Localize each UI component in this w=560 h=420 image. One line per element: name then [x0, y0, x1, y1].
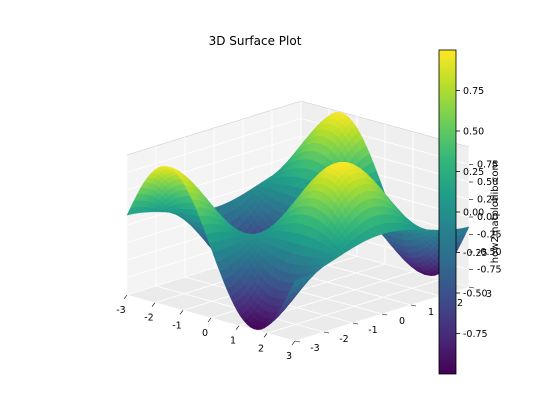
x-tick-label: -2 [144, 313, 153, 324]
x-tick-label: -1 [172, 320, 181, 331]
x-tick-mark [291, 340, 296, 346]
y-tick-label: 0 [399, 316, 405, 327]
z-tick-label: -0.50 [477, 247, 502, 258]
z-tick-label: 0.00 [477, 212, 498, 223]
colorbar-tick-label: 0.00 [463, 208, 484, 219]
x-tick-mark [179, 310, 184, 315]
z-tick-label: -0.25 [477, 230, 502, 241]
y-tick-label: 3 [486, 289, 492, 300]
y-tick-label: 1 [428, 307, 434, 318]
x-tick-mark [123, 294, 128, 300]
colorbar-tick-label: 0.75 [463, 86, 484, 97]
y-tick-label: -2 [339, 334, 348, 345]
y-tick-mark [294, 340, 301, 343]
axis-ticks: -3-2-10123-3-2-101230.750.500.250.00-0.2… [116, 160, 501, 363]
z-tick-label: 0.25 [477, 195, 498, 206]
x-tick-mark [207, 317, 212, 323]
colorbar-tick-label: 0.50 [463, 127, 484, 138]
x-tick-label: 0 [202, 328, 208, 339]
x-tick-mark [151, 302, 156, 307]
y-tick-mark [323, 331, 330, 334]
x-tick-mark [263, 333, 268, 338]
z-tick-label: -0.75 [477, 265, 502, 276]
colorbar-label: how2matplotlib.com [490, 161, 501, 263]
x-tick-label: -3 [116, 305, 125, 316]
x-tick-label: 3 [286, 351, 292, 362]
y-tick-label: -3 [310, 343, 319, 354]
colorbar-ticks: 0.75 0.50 0.25 0.00 -0.25 -0.50 -0.75 [456, 86, 488, 340]
colorbar-tick-label: -0.50 [463, 289, 488, 300]
colorbar-tick-label: -0.75 [463, 329, 488, 340]
colorbar-tick-label: -0.25 [463, 248, 488, 259]
y-tick-mark [352, 322, 359, 325]
colorbar-tick-label: 0.25 [463, 167, 484, 178]
y-tick-mark [410, 304, 417, 307]
z-tick-label: 0.75 [477, 160, 498, 171]
grid-line [126, 118, 302, 173]
y-tick-mark [468, 286, 475, 289]
colorbar: 0.750.500.250.00-0.25-0.50-0.75 how2matp… [438, 49, 501, 375]
z-tick-label: 0.50 [477, 177, 498, 188]
y-tick-label: 2 [457, 298, 463, 309]
chart-title: 3D Surface Plot [209, 34, 302, 48]
surface-facet [181, 179, 190, 187]
x-tick-label: 1 [230, 336, 236, 347]
surface-mesh [126, 112, 470, 330]
surface-facet [291, 279, 299, 289]
x-tick-label: 2 [258, 343, 264, 354]
y-tick-mark [381, 313, 388, 316]
colorbar-gradient [438, 49, 457, 375]
x-tick-mark [235, 325, 240, 330]
y-tick-label: -1 [368, 325, 377, 336]
